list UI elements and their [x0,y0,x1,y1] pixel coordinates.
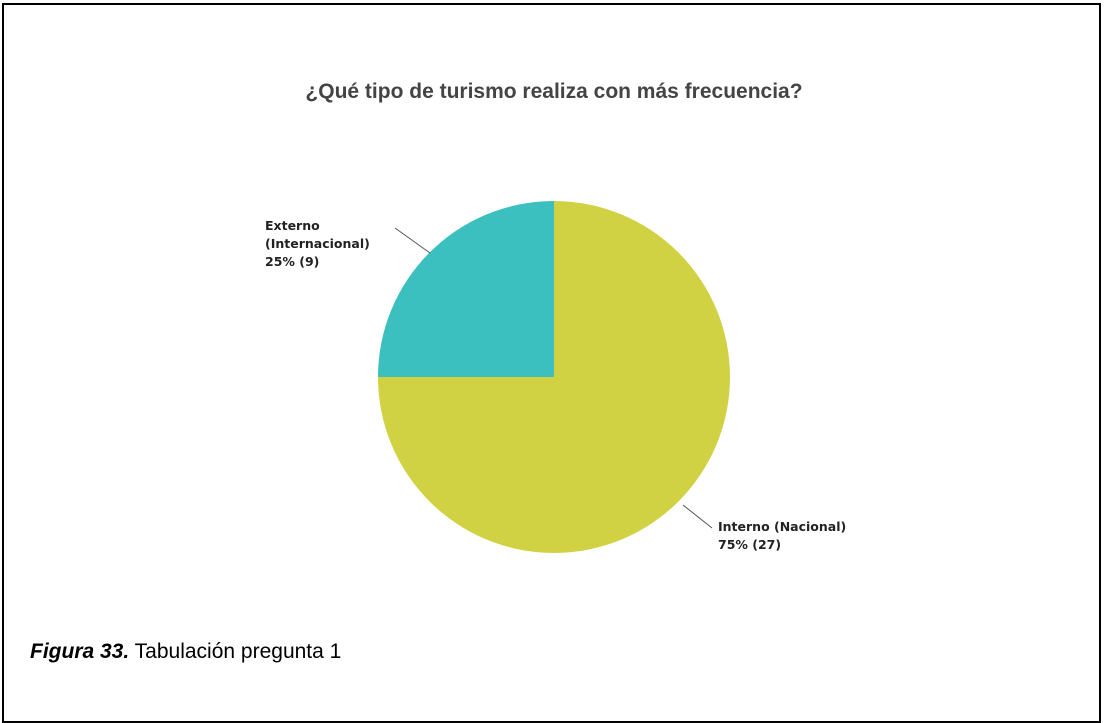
category-label: Externo (Internacional) [265,218,370,251]
category-label: Interno (Nacional) [718,519,847,534]
caption: Figura 33. Tabulación pregunta 1 [30,640,341,664]
value-label: 25% (9) [265,254,320,269]
slice-label: Interno (Nacional) 75% (27) [718,518,898,554]
leader-line [682,504,713,529]
leader-line [394,227,431,254]
caption-text: Tabulación pregunta 1 [134,640,342,663]
chart-title: ¿Qué tipo de turismo realiza con más fre… [305,80,803,103]
slice-label: Externo (Internacional) 25% (9) [265,217,385,271]
pie-slice [378,201,554,377]
caption-label: Figura 33. [30,640,130,663]
pie-slice [378,201,730,553]
value-label: 75% (27) [718,537,782,552]
